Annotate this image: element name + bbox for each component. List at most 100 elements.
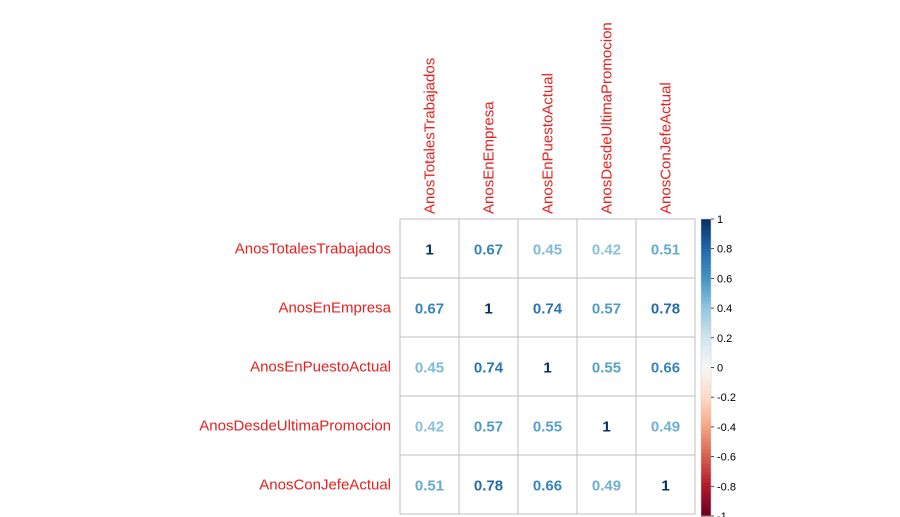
value-label: 0.66 (651, 360, 680, 377)
colorbar-segment (701, 363, 711, 369)
cell-1-2 (517, 277, 578, 338)
row-label: AnosEnPuestoActual (250, 359, 391, 376)
colorbar-segment (701, 445, 711, 450)
cell-4-0 (399, 454, 460, 515)
colorbar-segment (701, 311, 711, 317)
value-label: 0.74 (474, 360, 504, 377)
colorbar-segment (701, 452, 711, 458)
colorbar-segment (701, 219, 711, 224)
colorbar-tick-label: -0.8 (717, 481, 736, 493)
value-label: 0.57 (474, 419, 503, 436)
cell-3-4 (635, 395, 696, 456)
value-label: 1 (425, 242, 433, 259)
values-layer: 1 0.67 0.45 0.42 0.51 0.67 1 0.74 0.57 0.78 0.45 0.… (415, 242, 680, 495)
colorbar-segment (701, 285, 711, 291)
cell-3-2 (517, 395, 578, 456)
column-label: AnosConJefeActual (658, 82, 675, 214)
colorbar-segment (701, 497, 711, 502)
value-label: 0.55 (592, 360, 621, 377)
value-label: 0.42 (592, 242, 621, 259)
colorbar-segment (701, 345, 711, 350)
value-label: 0.51 (415, 478, 444, 495)
colorbar-segment (701, 326, 711, 331)
colorbar-segment (701, 360, 711, 365)
value-label: 0.57 (592, 301, 621, 318)
colorbar-segment (701, 241, 711, 246)
colorbar-segment (701, 493, 711, 499)
row-label: AnosEnEmpresa (278, 300, 391, 317)
cells-layer (399, 218, 696, 515)
colorbar-segment (701, 449, 711, 454)
colorbar-segment (701, 412, 711, 417)
colorbar-segment (701, 263, 711, 268)
value-label: 1 (602, 419, 610, 436)
colorbar-segment (701, 408, 711, 413)
colorbar-segment (701, 471, 711, 476)
colorbar-segment (701, 482, 711, 487)
colorbar-segment (701, 330, 711, 335)
row-labels: AnosTotalesTrabajados AnosEnEmpresa AnosEn… (199, 241, 391, 494)
colorbar-tick-label: -0.2 (717, 392, 736, 404)
cell-3-0 (399, 395, 460, 456)
cell-3-1 (458, 395, 519, 456)
colorbar-segment (701, 419, 711, 424)
cell-4-1 (458, 454, 519, 515)
value-label: 1 (543, 360, 551, 377)
colorbar-segment (701, 423, 711, 428)
cell-0-2 (517, 218, 578, 279)
column-label: AnosEnPuestoActual (540, 73, 557, 214)
colorbar-segment (701, 304, 711, 309)
value-label: 0.78 (474, 478, 503, 495)
colorbar-tick-label: 1 (717, 214, 723, 226)
colorbar-segment (701, 334, 711, 339)
colorbar-segment (701, 490, 711, 495)
colorbar-segment (701, 378, 711, 383)
colorbar-segment (701, 415, 711, 421)
value-label: 1 (484, 301, 492, 318)
value-label: 0.66 (533, 478, 562, 495)
colorbar-segment (701, 230, 711, 235)
column-label: AnosTotalesTrabajados (422, 58, 439, 214)
value-label: 0.49 (592, 478, 621, 495)
colorbar-segment (701, 282, 711, 287)
colorbar-segment (701, 222, 711, 228)
colorbar-segment (701, 293, 711, 298)
colorbar-segment (701, 289, 711, 294)
value-label: 0.45 (533, 242, 562, 259)
colorbar-segment (701, 430, 711, 435)
cell-4-4 (635, 454, 696, 515)
value-label: 1 (661, 478, 669, 495)
column-labels: AnosTotalesTrabajados AnosEnEmpresa AnosEn… (422, 22, 675, 214)
row-label: AnosTotalesTrabajados (235, 241, 391, 258)
colorbar-segment (701, 267, 711, 272)
colorbar-segment (701, 278, 711, 283)
colorbar-segment (701, 308, 711, 313)
colorbar-tick-label: 0.2 (717, 333, 732, 345)
colorbar-segment (701, 456, 711, 461)
cell-3-3 (576, 395, 637, 456)
colorbar-segment (701, 467, 711, 473)
value-label: 0.55 (533, 419, 562, 436)
colorbar-segment (701, 341, 711, 346)
colorbar-segment (701, 274, 711, 279)
value-label: 0.42 (415, 419, 444, 436)
colorbar-segment (701, 256, 711, 261)
value-label: 0.67 (415, 301, 444, 318)
colorbar-segment (701, 348, 711, 354)
colorbar-segment (701, 460, 711, 465)
value-label: 0.74 (533, 301, 563, 318)
colorbar-segment (701, 501, 711, 506)
colorbar-segment (701, 393, 711, 398)
colorbar-segment (701, 486, 711, 491)
colorbar-segment (701, 389, 711, 395)
cell-2-1 (458, 336, 519, 397)
colorbar-segment (701, 426, 711, 432)
cell-2-3 (576, 336, 637, 397)
row-label: AnosConJefeActual (259, 477, 391, 494)
cell-1-4 (635, 277, 696, 338)
colorbar-tick-label: 0.4 (717, 303, 732, 315)
colorbar-segment (701, 259, 711, 265)
value-label: 0.67 (474, 242, 503, 259)
column-label: AnosEnEmpresa (481, 101, 498, 214)
